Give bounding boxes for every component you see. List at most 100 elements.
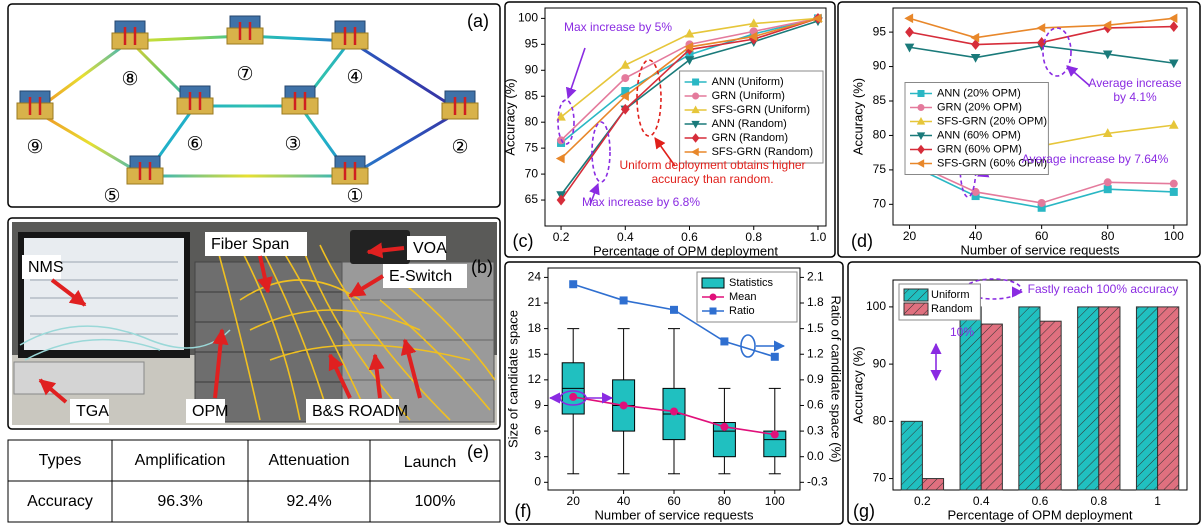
router-icon (227, 16, 263, 44)
y-tick-label: 100 (866, 299, 886, 313)
bar (1040, 321, 1061, 490)
legend-label: ANN (60% OPM) (937, 129, 1021, 141)
panel-label: (e) (467, 442, 489, 462)
legend-label: Statistics (729, 277, 774, 289)
legend-swatch (904, 289, 928, 301)
router-base (177, 98, 213, 114)
node-label: ④ (346, 67, 363, 88)
y2-tick-label: -0.3 (807, 474, 828, 488)
legend-label: SFS-GRN (Uniform) (712, 104, 810, 116)
legend-label: Mean (729, 291, 757, 303)
y2-tick-label: 1.8 (807, 295, 824, 309)
table-header: Amplification (135, 452, 226, 469)
y-tick-label: 3 (534, 449, 541, 463)
data-point (1170, 188, 1178, 196)
callout-label: NMS (28, 259, 64, 276)
router-top (285, 86, 315, 98)
data-point (1104, 185, 1112, 193)
legend-label: Uniform (931, 289, 970, 301)
x-axis-label: Percentage of OPM deployment (948, 507, 1133, 522)
y-tick-label: 85 (873, 93, 887, 107)
x-tick-label: 40 (617, 494, 631, 508)
bar (1078, 307, 1099, 490)
x-tick-label: 60 (1035, 229, 1049, 243)
callout-label: OPM (192, 403, 228, 420)
node-label: ① (346, 186, 363, 207)
x-tick-label: 100 (765, 494, 785, 508)
node-label: ⑤ (103, 186, 120, 207)
y-tick-label: 0 (534, 474, 541, 488)
legend-label: ANN (20% OPM) (937, 87, 1021, 99)
table-header: Attenuation (269, 452, 350, 469)
legend-marker (710, 308, 717, 315)
x-tick-label: 0.2 (553, 230, 570, 244)
x-tick-label: 100 (1164, 229, 1184, 243)
router-icon (332, 156, 368, 184)
y-tick-label: 70 (873, 197, 887, 211)
x-tick-label: 0.2 (914, 494, 931, 508)
node-label: ⑦ (236, 64, 253, 85)
y-axis-label: Accuracy (%) (502, 78, 517, 155)
y-tick-label: 12 (528, 372, 542, 386)
router-icon (332, 21, 368, 49)
legend-swatch (702, 278, 724, 288)
y-tick-label: 90 (873, 59, 887, 73)
router-icon (177, 86, 213, 114)
y-tick-label: 85 (525, 88, 539, 102)
y2-tick-label: 0.0 (807, 449, 824, 463)
router-top (20, 91, 50, 103)
y-tick-label: 90 (525, 62, 539, 76)
annotation: Max increase by 6.8% (566, 195, 716, 229)
y-tick-label: 80 (525, 114, 539, 128)
router-icon (112, 21, 148, 49)
router-icon (442, 91, 478, 119)
y-tick-label: 6 (534, 423, 541, 437)
y2-tick-label: 1.2 (807, 346, 824, 360)
annotation: 10% (942, 325, 982, 359)
y-tick-label: 75 (525, 140, 539, 154)
table-header: Types (39, 452, 82, 469)
x-tick-label: 40 (969, 229, 983, 243)
data-point (621, 74, 629, 82)
node-label: ③ (284, 134, 301, 155)
router-base (442, 103, 478, 119)
router-icon (17, 91, 53, 119)
data-point (771, 431, 779, 439)
y-tick-label: 24 (528, 270, 542, 284)
y-tick-label: 9 (534, 398, 541, 412)
callout-label: E-Switch (389, 268, 452, 285)
data-point (720, 337, 728, 345)
legend-label: SFS-GRN (Random) (712, 146, 813, 158)
annotation: Average increase by 7.64% (1000, 152, 1190, 186)
y-tick-label: 70 (525, 166, 539, 180)
router-base (332, 33, 368, 49)
table-cell: 96.3% (157, 493, 202, 510)
router-top (230, 16, 260, 28)
y2-tick-label: 2.1 (807, 270, 824, 284)
data-point (670, 306, 678, 314)
annotation-arrow (568, 48, 585, 98)
y-tick-label: 18 (528, 321, 542, 335)
legend-label: GRN (Uniform) (712, 90, 785, 102)
data-point (1038, 199, 1046, 207)
bar (901, 421, 922, 490)
data-point (685, 56, 695, 65)
node-label: ② (451, 137, 468, 158)
x-tick-label: 80 (1101, 229, 1115, 243)
node-label: ⑥ (186, 134, 203, 155)
annotation-text: Average increase by 7.64% (1000, 152, 1190, 166)
y-tick-label: 75 (873, 162, 887, 176)
y-tick-label: 95 (525, 37, 539, 51)
data-point (620, 296, 628, 304)
router-icon (282, 86, 318, 114)
callout-label: VOA (413, 240, 447, 257)
router-base (282, 98, 318, 114)
bar (1158, 307, 1179, 490)
panel-label: (a) (467, 11, 489, 31)
callout-label: B&S ROADM (312, 403, 408, 420)
x-tick-label: 1 (1154, 494, 1161, 508)
highlight-ellipse (741, 335, 755, 357)
annotation: Average increase by 4.1% (1085, 76, 1185, 110)
x-axis-label: Percentage of OPM deployment (593, 243, 778, 258)
data-point (905, 27, 914, 38)
